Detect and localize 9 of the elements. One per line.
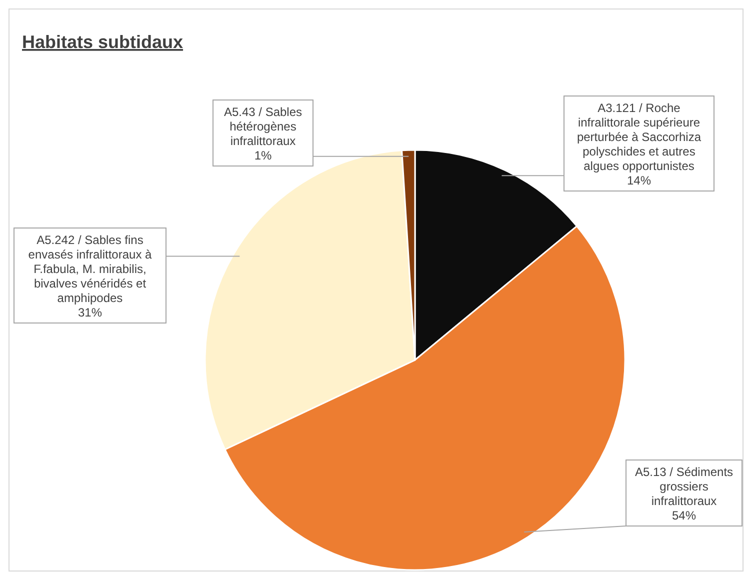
data-label: 31%	[78, 306, 102, 320]
data-label: 54%	[672, 508, 696, 522]
data-label: 1%	[254, 148, 272, 162]
slice-label: A5.242 / Sables fins envasés infralittoraux à F.fabula, M. mirabilis, bivalves vénéridés et amphipodes	[28, 233, 152, 305]
slice-label: A3.121 / Roche infralittorale supérieure perturbée à Saccorhiza polyschides et autres algues opportunistes	[576, 101, 702, 173]
slice-label: A5.13 / Sédiments grossiers infralittoraux	[634, 465, 734, 508]
data-label: 14%	[626, 174, 652, 188]
slice-label: A5.43 / Sables hétérogènes infralittoraux	[224, 105, 302, 148]
chart-title: Habitats subtidaux	[22, 32, 184, 52]
